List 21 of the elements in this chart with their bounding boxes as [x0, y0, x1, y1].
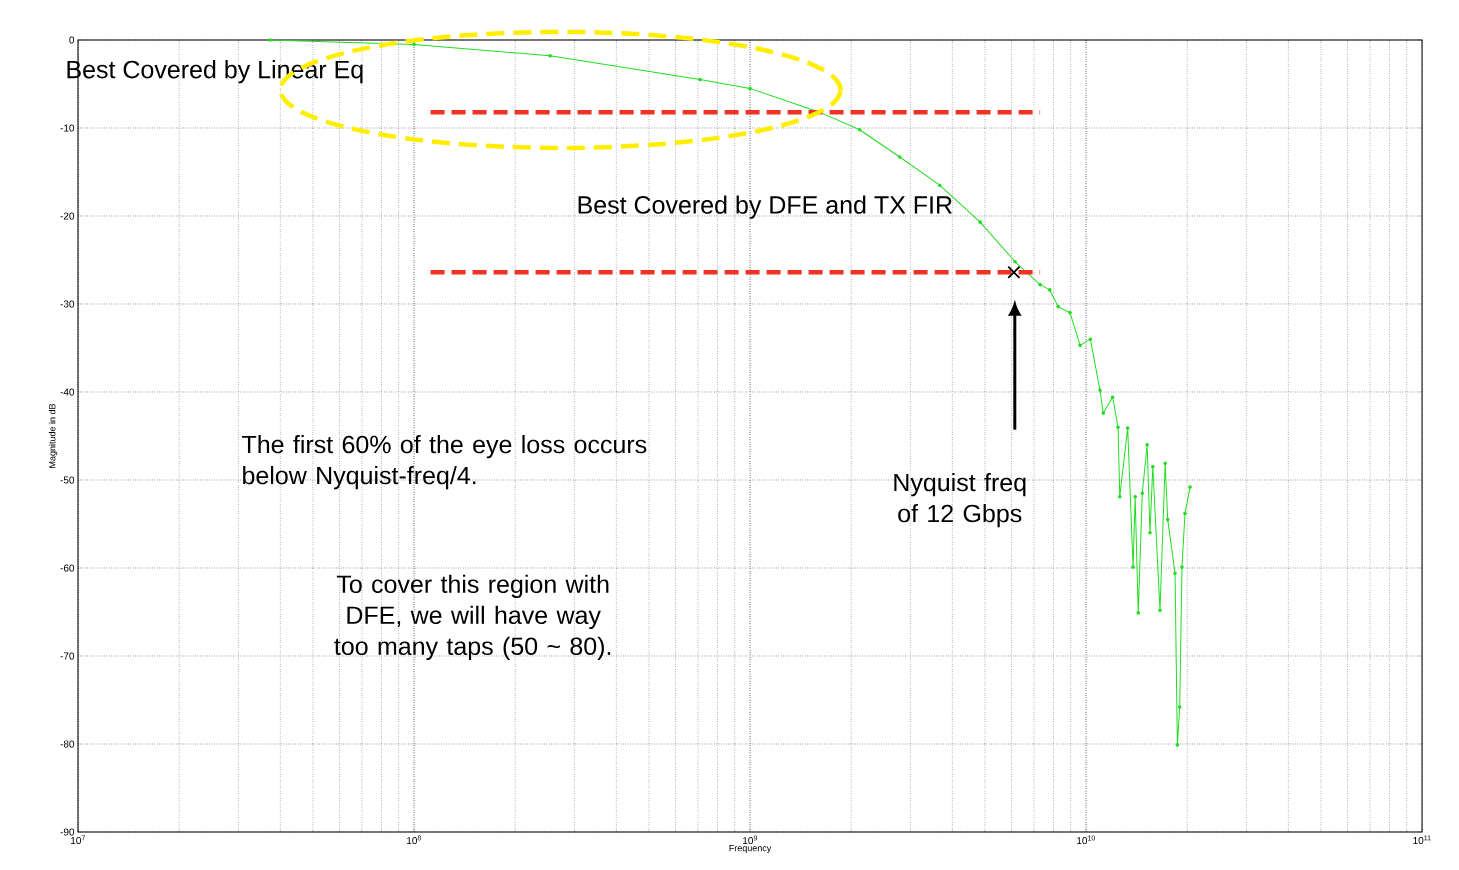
y-tick-label: -60: [60, 564, 75, 572]
annotation: Nyquist freq of 12 Gbps: [894, 473, 1026, 528]
y-tick-label: -50: [60, 476, 75, 484]
x-tick-label: 10$^{10}$: [1077, 835, 1095, 845]
x-tick-label: 10$^{9}$: [743, 835, 757, 845]
y-tick-label: -10: [60, 124, 75, 132]
y-tick-label: -20: [60, 212, 75, 220]
y-tick-label: 0: [69, 36, 75, 44]
y-axis-title: Magnitude in dB: [48, 403, 58, 468]
y-tick-label: -30: [60, 300, 75, 308]
x-tick-label: 10$^{7}$: [71, 835, 85, 845]
x-tick-label: 10$^{11}$: [1413, 835, 1431, 845]
x-axis-title: Frequency: [729, 844, 772, 854]
y-tick-label: -70: [60, 652, 75, 660]
y-tick-label: -80: [60, 740, 75, 748]
y-tick-label: -40: [60, 388, 75, 396]
x-tick-label: 10$^{8}$: [407, 835, 421, 845]
annotation: The first 60% of the eye loss occurs below Nyquist-freq/4.: [242, 434, 647, 490]
annotation: To cover this region with DFE, we will have way too many taps (50 ~ 80).: [334, 574, 611, 661]
y-tick-label: -90: [60, 828, 75, 836]
annotation: Best Covered by DFE and TX FIR: [578, 195, 952, 219]
